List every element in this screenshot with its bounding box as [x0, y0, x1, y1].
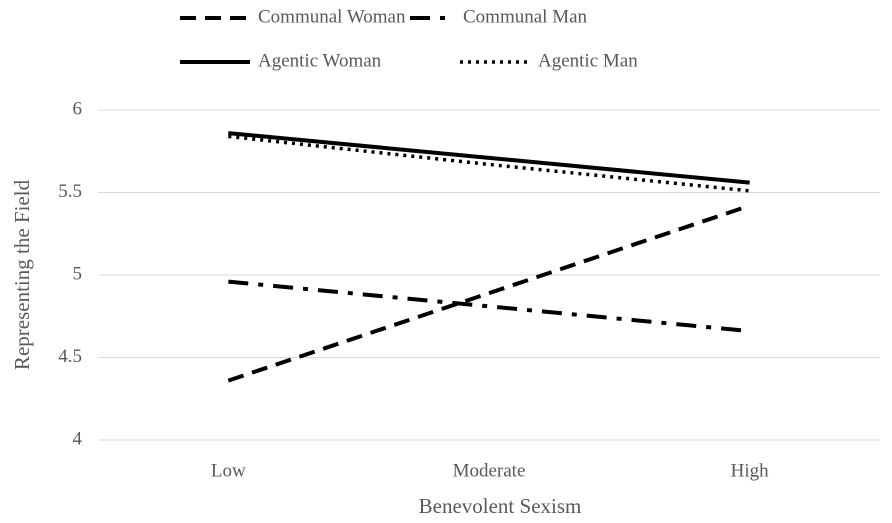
- y-axis-label: Representing the Field: [10, 179, 34, 370]
- y-tick-label: 5.5: [58, 181, 82, 202]
- x-tick-label: High: [731, 460, 770, 481]
- y-tick-label: 4.5: [58, 346, 82, 367]
- legend-label: Agentic Man: [538, 50, 638, 71]
- legend-label: Agentic Woman: [258, 50, 382, 71]
- series-line: [228, 279, 750, 334]
- y-tick-label: 5: [73, 263, 83, 284]
- y-tick-label: 6: [73, 98, 83, 119]
- legend-label: Communal Man: [463, 6, 588, 27]
- x-tick-label: Moderate: [453, 460, 526, 481]
- series-line: [228, 134, 750, 193]
- series-line: [227, 203, 751, 383]
- y-tick-label: 4: [73, 428, 83, 449]
- series-line: [228, 131, 750, 185]
- legend-label: Communal Woman: [258, 6, 406, 27]
- x-tick-label: Low: [211, 460, 246, 481]
- x-axis-label: Benevolent Sexism: [419, 494, 582, 518]
